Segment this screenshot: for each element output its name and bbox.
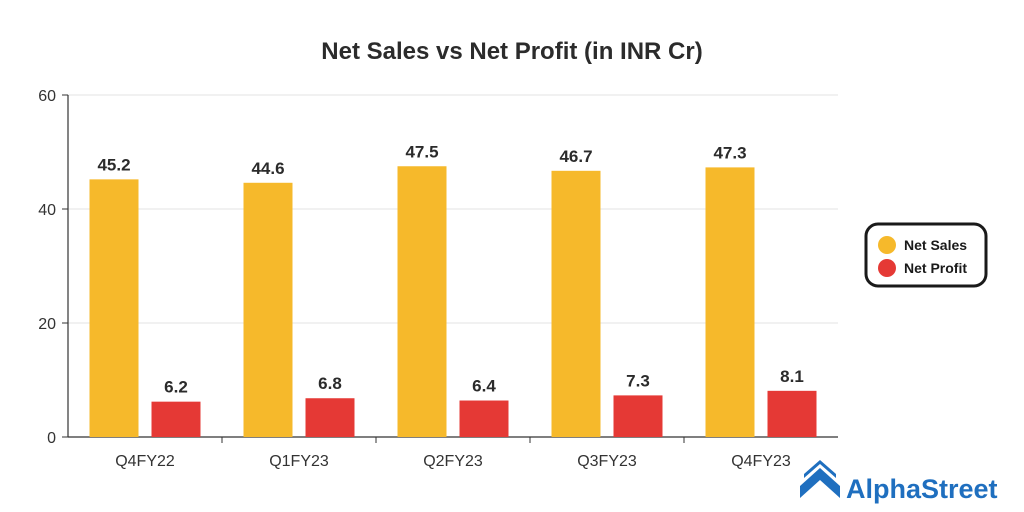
y-tick-label: 60 (38, 88, 56, 105)
bar-net-profit-q4fy22 (151, 401, 201, 437)
alphastreet-logo-text: AlphaStreet (846, 474, 998, 504)
bar-net-sales-q4fy23 (705, 167, 755, 437)
bar-net-profit-q4fy23 (767, 390, 817, 437)
bar-net-sales-q1fy23 (243, 182, 293, 437)
x-tick-label-q3fy23: Q3FY23 (577, 453, 637, 470)
bar-net-sales-q4fy22 (89, 179, 139, 438)
data-label-net-sales-q4fy23: 47.3 (713, 143, 746, 162)
legend-swatch-net-profit (878, 259, 896, 277)
y-tick-label: 40 (38, 202, 56, 219)
x-tick-label-q4fy22: Q4FY22 (115, 453, 175, 470)
legend-label-net-sales: Net Sales (904, 237, 967, 253)
alphastreet-logo: AlphaStreet (800, 460, 998, 504)
y-tick-label: 0 (47, 430, 56, 447)
data-label-net-sales-q2fy23: 47.5 (405, 142, 438, 161)
legend: Net Sales Net Profit (864, 222, 988, 288)
data-label-net-profit-q4fy22: 6.2 (164, 378, 188, 397)
bars (89, 166, 817, 438)
data-label-net-sales-q1fy23: 44.6 (251, 159, 284, 178)
bar-net-sales-q2fy23 (397, 166, 447, 437)
alphastreet-logo-icon (800, 460, 840, 498)
y-tick-label: 20 (38, 316, 56, 333)
legend-label-net-profit: Net Profit (904, 260, 967, 276)
data-label-net-sales-q3fy23: 46.7 (559, 147, 592, 166)
data-label-net-profit-q1fy23: 6.8 (318, 374, 342, 393)
bar-net-profit-q3fy23 (613, 395, 663, 437)
bar-net-sales-q3fy23 (551, 170, 601, 437)
x-tick-label-q4fy23: Q4FY23 (731, 453, 791, 470)
bar-net-profit-q1fy23 (305, 398, 355, 437)
data-label-net-profit-q3fy23: 7.3 (626, 371, 650, 390)
legend-box (864, 222, 988, 288)
data-label-net-profit-q4fy23: 8.1 (780, 367, 804, 386)
chart-title: Net Sales vs Net Profit (in INR Cr) (321, 38, 702, 65)
legend-swatch-net-sales (878, 236, 896, 254)
data-label-net-profit-q2fy23: 6.4 (472, 377, 496, 396)
data-label-net-sales-q4fy22: 45.2 (97, 155, 130, 174)
bar-net-profit-q2fy23 (459, 400, 509, 437)
x-tick-label-q1fy23: Q1FY23 (269, 453, 329, 470)
x-tick-label-q2fy23: Q2FY23 (423, 453, 483, 470)
data-labels: 45.2 6.2 44.6 6.8 47.5 6.4 46.7 7.3 47.3 8.1 (97, 142, 803, 396)
